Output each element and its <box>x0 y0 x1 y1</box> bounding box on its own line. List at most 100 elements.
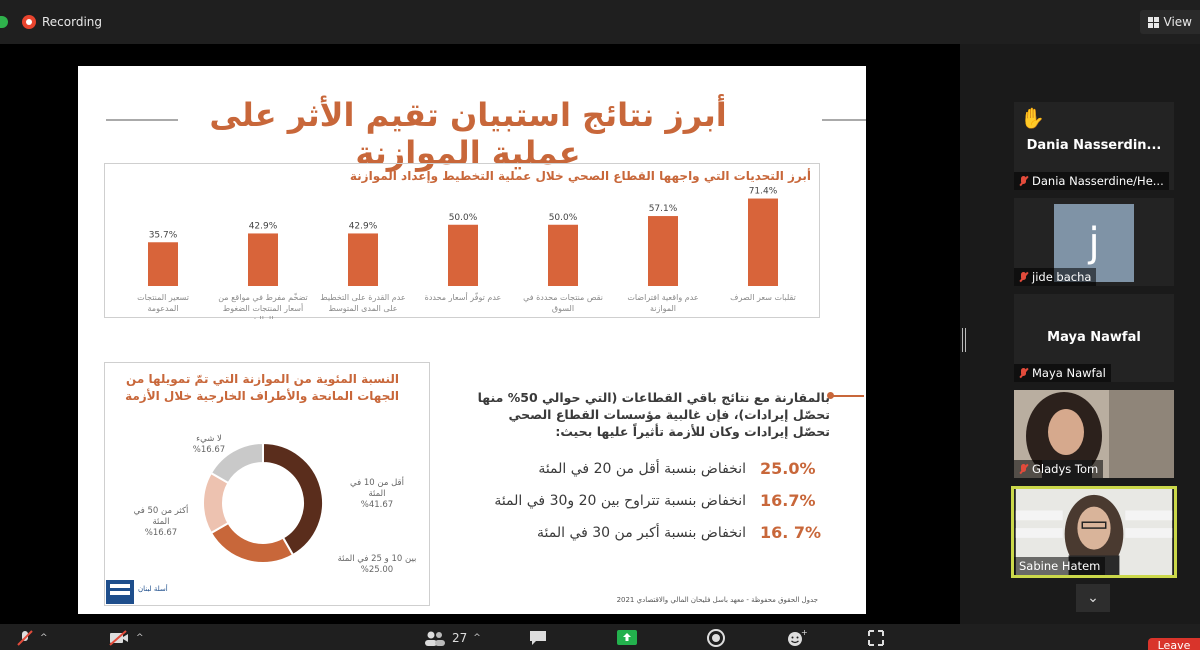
bar-chart-title: أبرز التحديات التي واجهها القطاع الصحي خ… <box>349 169 811 183</box>
participants-icon <box>425 631 445 646</box>
participant-tile[interactable]: Gladys Tom <box>1014 390 1174 478</box>
slide-title: أبرز نتائج استبيان تقيم الأثر على عملية … <box>209 96 727 172</box>
bar-category-label: عدم واقعية افتراضات <box>627 293 698 302</box>
participant-label: Gladys Tom <box>1014 460 1104 478</box>
participant-label: Sabine Hatem <box>1014 557 1106 575</box>
bullet-marker <box>827 392 864 399</box>
bar <box>348 233 378 286</box>
svg-text:+: + <box>801 628 808 637</box>
donut-slice-label: أكثر من 50 في <box>134 504 189 516</box>
recording-indicator[interactable]: Recording <box>22 10 102 34</box>
record-button[interactable] <box>706 628 726 648</box>
start-video-button[interactable]: ^ <box>108 628 144 648</box>
mic-muted-icon <box>1019 367 1028 379</box>
chevron-up-icon[interactable]: ^ <box>473 633 481 643</box>
bar <box>148 242 178 286</box>
donut-slice-label: %16.67 <box>193 445 225 455</box>
participant-name: jide bacha <box>1032 270 1092 284</box>
bar-category-label: على المدى المتوسط <box>328 304 397 313</box>
mic-muted-icon <box>17 630 33 646</box>
chevron-up-icon[interactable]: ^ <box>40 633 48 643</box>
bar-category-label: عدم توفّر أسعار محددة <box>425 292 502 302</box>
presentation-slide: أبرز نتائج استبيان تقيم الأثر على عملية … <box>78 66 866 614</box>
chevron-down-icon: ⌄ <box>1087 590 1099 606</box>
bar-value-label: 42.9% <box>249 221 278 231</box>
stat-text: انخفاض بنسبة أقل من 20 في المئة <box>538 460 746 477</box>
title-rule-left <box>106 119 178 121</box>
grid-view-icon <box>1147 16 1159 28</box>
participant-name: Dania Nasserdine/He... <box>1032 174 1164 188</box>
slide-footer-source: جدول الحقوق محفوظة - معهد باسل فليحان ال… <box>616 596 818 604</box>
bar-chart: 71.4% تقلبات سعر الصرف 57.1% عدم واقعية افت… <box>137 187 796 319</box>
donut-slice <box>209 521 295 564</box>
stat-percent: 16. 7% <box>760 523 822 542</box>
show-more-participants-button[interactable]: ⌄ <box>1076 584 1110 612</box>
participant-name: Maya Nawfal <box>1032 366 1106 380</box>
donut-title-line2: الجهات المانحة والأطراف الخارجية خلال ال… <box>125 389 399 403</box>
bar-category-label: السوق <box>552 304 574 313</box>
bar <box>448 224 478 286</box>
record-icon <box>22 15 36 29</box>
share-screen-button[interactable] <box>616 628 638 648</box>
video-off-icon <box>109 630 128 646</box>
bar-value-label: 42.9% <box>349 221 378 231</box>
chevron-up-icon[interactable]: ^ <box>136 633 144 643</box>
participant-display-name: Dania Nasserdin... <box>1026 138 1162 153</box>
participants-button[interactable]: 27 ^ <box>424 628 481 648</box>
view-button[interactable]: View <box>1139 10 1200 34</box>
stat-percent: 16.7% <box>760 491 816 510</box>
panel-resize-handle[interactable] <box>962 328 966 352</box>
recording-label: Recording <box>42 15 103 29</box>
bar-chart-panel: أبرز التحديات التي واجهها القطاع الصحي خ… <box>104 163 820 319</box>
stat-percent: 25.0% <box>760 459 816 478</box>
participant-display-name: Maya Nawfal <box>1047 330 1141 345</box>
stat-row: انخفاض بنسبة أكبر من 30 في المئة 16. 7% <box>482 523 822 542</box>
bar-value-label: 50.0% <box>549 213 578 223</box>
participant-label: jide bacha <box>1014 268 1097 286</box>
bar <box>648 216 678 286</box>
active-speaker-tile[interactable]: Sabine Hatem <box>1011 486 1177 578</box>
stat-text: انخفاض بنسبة تتراوح بين 20 و30 في المئة <box>494 492 746 509</box>
bar <box>748 198 778 286</box>
logo-text: أسلة لبنان <box>138 584 168 593</box>
reactions-button[interactable]: + <box>786 628 808 648</box>
stat-text: انخفاض بنسبة أكبر من 30 في المئة <box>537 524 746 541</box>
share-screen-icon <box>617 630 637 645</box>
bar-category-label: الموازنة <box>650 304 676 313</box>
participant-name: Gladys Tom <box>1032 462 1099 476</box>
leave-button[interactable]: Leave <box>1148 638 1200 650</box>
bar <box>248 233 278 286</box>
participant-tile[interactable]: Maya Nawfal Maya Nawfal <box>1014 294 1174 382</box>
shared-screen: أبرز نتائج استبيان تقيم الأثر على عملية … <box>0 44 960 624</box>
bar-category-label: تضخّم مفرط في مواقع من <box>218 293 308 302</box>
participant-label: Maya Nawfal <box>1014 364 1111 382</box>
raised-hand-icon: ✋ <box>1020 106 1045 130</box>
bar-category-label: أسعار المنتجات الضغوط <box>223 303 303 313</box>
chat-icon <box>530 631 546 645</box>
security-shield-icon[interactable] <box>0 16 8 28</box>
bar <box>548 224 578 286</box>
donut-slice-label: لا شيء <box>196 434 222 444</box>
bar-category-label: المالية <box>253 315 274 319</box>
donut-chart-title: النسبة المئوية من الموازنة التي تمّ تموي… <box>99 371 399 405</box>
chat-button[interactable] <box>528 628 548 648</box>
unmute-button[interactable]: ^ <box>16 628 48 648</box>
title-rule-right <box>822 119 866 121</box>
donut-slice-label: %16.67 <box>145 528 177 538</box>
reactions-icon: + <box>788 628 808 646</box>
participant-tile[interactable]: j jide bacha <box>1014 198 1174 286</box>
donut-slice <box>202 471 230 535</box>
donut-slice <box>262 441 324 557</box>
participant-tile[interactable]: ✋ Dania Nasserdin... Dania Nasserdine/He… <box>1014 102 1174 190</box>
apps-button[interactable] <box>866 628 886 648</box>
donut-chart-panel: النسبة المئوية من الموازنة التي تمّ تموي… <box>104 362 430 606</box>
mic-muted-icon <box>1019 175 1028 187</box>
meeting-toolbar: ^ ^ 27 ^ <box>0 624 1200 650</box>
participant-name: Sabine Hatem <box>1019 559 1101 573</box>
donut-slice-label: المئة <box>369 489 386 499</box>
bar-category-label: تقلبات سعر الصرف <box>730 293 796 302</box>
stat-row: انخفاض بنسبة أقل من 20 في المئة 25.0% <box>482 459 822 478</box>
bar-category-label: المدعومة <box>148 304 179 313</box>
mic-muted-icon <box>1019 271 1028 283</box>
